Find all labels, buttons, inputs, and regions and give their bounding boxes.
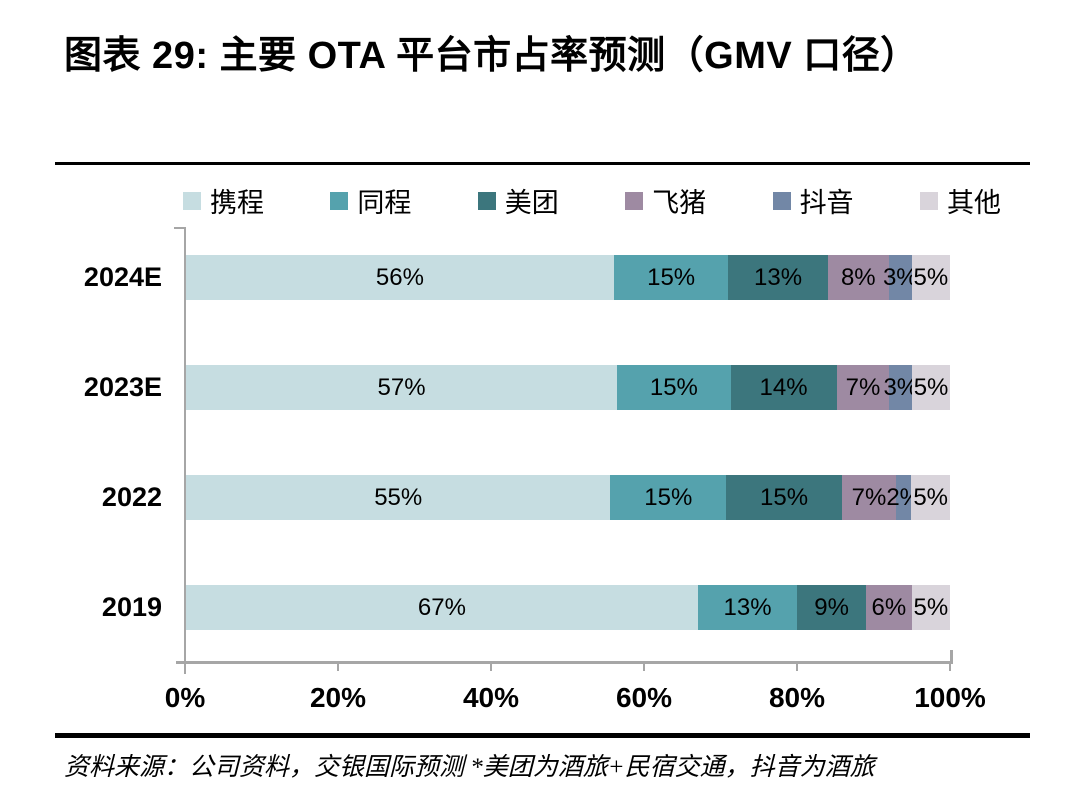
- bar-segment: 67%: [186, 585, 698, 630]
- stacked-bar: 56% 15% 13% 8% 3% 5%: [186, 255, 950, 300]
- chart-row: 2023E 57% 15% 14% 7% 3% 5%: [0, 365, 1080, 410]
- x-axis-tick-label: 20%: [309, 682, 367, 713]
- chart-legend: 携程 同程 美团 飞猪 抖音 其他: [183, 181, 1001, 220]
- bar-segment-label: 13%: [723, 593, 772, 621]
- figure-title: 图表 29: 主要 OTA 平台市占率预测（GMV 口径）: [64, 35, 919, 77]
- chart-row: 2022 55% 15% 15% 7% 2% 5%: [0, 475, 1080, 520]
- bar-segment-label: 14%: [759, 373, 808, 401]
- bar-segment: 15%: [617, 365, 731, 410]
- bar-segment: 56%: [186, 255, 614, 300]
- x-axis-tick: [643, 661, 645, 671]
- bar-segment-label: 9%: [814, 593, 849, 621]
- bar-segment-label: 56%: [375, 263, 424, 291]
- footer-rule: [55, 733, 1030, 738]
- bar-segment-label: 15%: [760, 483, 809, 511]
- legend-swatch-icon: [772, 191, 791, 210]
- bar-segment: 9%: [797, 585, 866, 630]
- legend-item: 同程: [330, 181, 411, 220]
- category-label: 2022: [101, 482, 162, 512]
- x-axis-tick-label: 80%: [768, 682, 826, 713]
- bar-segment: 7%: [836, 365, 890, 410]
- source-note: 资料来源：公司资料，交银国际预测 *美团为酒旅+民宿交通，抖音为酒旅: [64, 754, 875, 781]
- bar-segment-label: 5%: [913, 593, 949, 621]
- x-axis-tick-label: 40%: [462, 682, 520, 713]
- bar-segment-label: 6%: [871, 593, 907, 621]
- bar-segment: 15%: [610, 475, 727, 520]
- y-axis-line: [184, 227, 186, 674]
- x-axis-tick-label: 0%: [164, 682, 206, 713]
- bar-segment: 5%: [911, 255, 950, 300]
- legend-item: 携程: [183, 181, 264, 220]
- bar-segment: 5%: [911, 585, 950, 630]
- chart-rows: 2024E 56% 15% 13% 8% 3% 5% 2023E 57% 15% 14% 7% 3% 5%…: [0, 255, 1080, 695]
- legend-label: 其他: [946, 188, 1001, 218]
- legend-item: 飞猪: [625, 181, 706, 220]
- bar-segment-label: 8%: [840, 263, 876, 291]
- x-axis-tick: [184, 661, 186, 671]
- stacked-bar: 55% 15% 15% 7% 2% 5%: [186, 475, 950, 520]
- x-axis-ticks: [184, 661, 951, 671]
- bar-segment: 57%: [186, 365, 618, 410]
- bar-segment: 15%: [613, 255, 729, 300]
- bar-segment: 3%: [883, 365, 918, 410]
- bar-segment-label: 5%: [913, 483, 948, 511]
- bar-segment: 13%: [697, 585, 798, 630]
- bar-segment: 55%: [186, 475, 611, 520]
- bar-segment-label: 5%: [913, 373, 949, 401]
- x-axis-tick-label: 100%: [914, 682, 986, 713]
- bar-segment: 5%: [911, 475, 950, 520]
- category-label: 2024E: [83, 262, 162, 292]
- bar-segment-label: 7%: [851, 483, 887, 511]
- x-axis-labels: 0% 20% 40% 60% 80% 100%: [165, 682, 986, 714]
- chart-row: 2019 67% 13% 9% 6% 5%: [0, 585, 1080, 630]
- legend-swatch-icon: [477, 191, 496, 210]
- bar-segment-label: 55%: [374, 483, 423, 511]
- bar-segment: 8%: [827, 255, 889, 300]
- legend-item: 其他: [919, 181, 1001, 220]
- x-axis-end-tick: [950, 650, 953, 662]
- stacked-bar: 67% 13% 9% 6% 5%: [186, 585, 950, 630]
- legend-swatch-icon: [919, 191, 938, 210]
- legend-label: 同程: [357, 188, 412, 218]
- category-label: 2019: [101, 592, 162, 622]
- bar-segment: 3%: [883, 255, 918, 300]
- bar-segment: 2%: [886, 475, 921, 520]
- bar-segment-label: 15%: [649, 373, 698, 401]
- chart-row: 2024E 56% 15% 13% 8% 3% 5%: [0, 255, 1080, 300]
- bar-segment: 14%: [730, 365, 837, 410]
- bar-segment: 5%: [912, 365, 950, 410]
- x-axis-tick: [949, 661, 951, 671]
- bar-segment-label: 7%: [845, 373, 881, 401]
- x-axis-tick: [796, 661, 798, 671]
- legend-label: 飞猪: [652, 188, 707, 218]
- legend-label: 携程: [210, 188, 264, 218]
- x-axis-tick: [490, 661, 492, 671]
- legend-swatch-icon: [183, 191, 201, 210]
- bar-segment: 15%: [726, 475, 842, 520]
- bar-segment-label: 67%: [417, 593, 466, 621]
- legend-swatch-icon: [330, 191, 349, 210]
- legend-item: 抖音: [772, 181, 854, 220]
- legend-label: 抖音: [799, 188, 854, 218]
- legend-item: 美团: [477, 181, 559, 220]
- y-axis-top-tick: [174, 227, 185, 229]
- bar-segment-label: 13%: [754, 263, 803, 291]
- title-rule: [55, 162, 1030, 165]
- bar-segment: 7%: [841, 475, 896, 520]
- bar-segment: 13%: [728, 255, 828, 300]
- bar-segment-label: 57%: [377, 373, 426, 401]
- x-axis-tick: [337, 661, 339, 671]
- bar-segment-label: 5%: [913, 263, 949, 291]
- category-label: 2023E: [83, 372, 162, 402]
- x-axis-tick-label: 60%: [615, 682, 673, 713]
- stacked-bar: 57% 15% 14% 7% 3% 5%: [186, 365, 950, 410]
- legend-swatch-icon: [625, 191, 644, 210]
- bar-segment-label: 15%: [644, 483, 693, 511]
- legend-label: 美团: [504, 188, 559, 218]
- bar-segment: 6%: [865, 585, 912, 630]
- bar-segment-label: 15%: [647, 263, 696, 291]
- x-axis-line: [176, 661, 953, 664]
